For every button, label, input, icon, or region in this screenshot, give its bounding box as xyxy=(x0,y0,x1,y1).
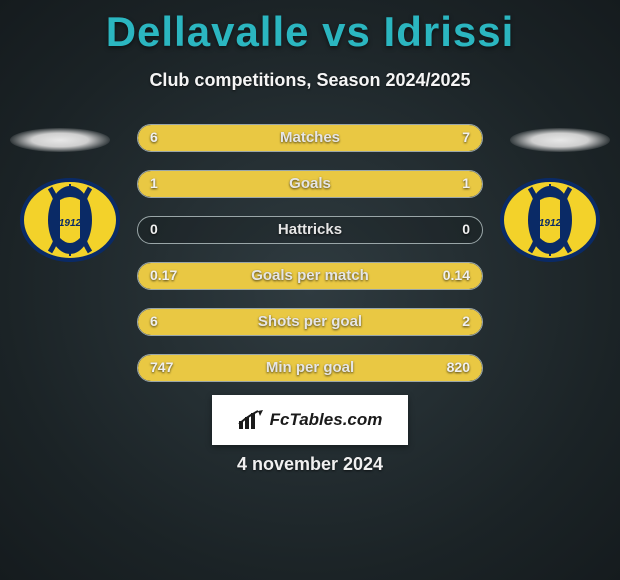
svg-text:1912: 1912 xyxy=(539,218,562,229)
stat-row: Matches6 7 xyxy=(137,124,483,152)
site-badge[interactable]: FcTables.com xyxy=(212,395,408,445)
stat-label: Goals per match xyxy=(138,267,482,284)
stat-value-left: 1 xyxy=(150,175,158,191)
stat-value-right: 0 xyxy=(462,221,470,237)
subtitle: Club competitions, Season 2024/2025 xyxy=(0,70,620,91)
player-shadow-left xyxy=(10,128,110,152)
stat-label: Shots per goal xyxy=(138,313,482,330)
stat-value-left: 6 xyxy=(150,313,158,329)
stat-row: Goals per match0.17 0.14 xyxy=(137,262,483,290)
stat-value-left: 0.17 xyxy=(150,267,177,283)
svg-text:1912: 1912 xyxy=(59,218,82,229)
stat-row: Hattricks0 0 xyxy=(137,216,483,244)
stat-value-left: 0 xyxy=(150,221,158,237)
stats-panel: Matches67Goals11Hattricks00Goals per mat… xyxy=(137,124,483,400)
stat-row: Min per goal747 820 xyxy=(137,354,483,382)
club-logo-left: 1912 xyxy=(20,178,120,262)
stat-value-right: 2 xyxy=(462,313,470,329)
date-label: 4 november 2024 xyxy=(0,454,620,475)
stat-value-right: 1 xyxy=(462,175,470,191)
modena-crest-icon: 1912 xyxy=(20,178,120,262)
stat-value-right: 820 xyxy=(447,359,470,375)
stat-value-left: 6 xyxy=(150,129,158,145)
stat-label: Min per goal xyxy=(138,359,482,376)
page-title: Dellavalle vs Idrissi xyxy=(0,0,620,56)
stat-label: Hattricks xyxy=(138,221,482,238)
player-shadow-right xyxy=(510,128,610,152)
stat-label: Matches xyxy=(138,129,482,146)
stat-value-right: 7 xyxy=(462,129,470,145)
modena-crest-icon: 1912 xyxy=(500,178,600,262)
chart-icon xyxy=(238,410,264,430)
stat-value-right: 0.14 xyxy=(443,267,470,283)
stat-label: Goals xyxy=(138,175,482,192)
stat-row: Goals1 1 xyxy=(137,170,483,198)
site-badge-label: FcTables.com xyxy=(270,410,383,430)
club-logo-right: 1912 xyxy=(500,178,600,262)
stat-row: Shots per goal6 2 xyxy=(137,308,483,336)
stat-value-left: 747 xyxy=(150,359,173,375)
